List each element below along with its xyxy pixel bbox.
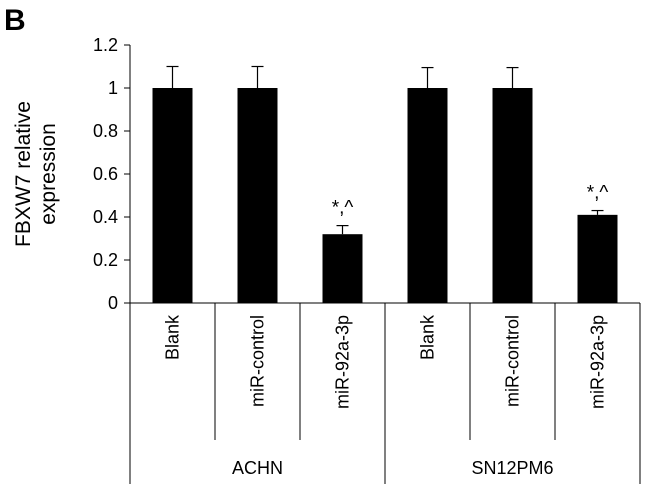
panel-label: B [4,4,26,37]
significance-annotation: *,^ [587,183,609,204]
axes: 0 0.2 0.4 0.6 0.8 1 1.2 Blank miR-control miR-92a… [93,35,641,484]
category-label: miR-control [248,315,268,407]
category-label: miR-92a-3p [588,315,608,409]
chart-marks: *,^ *,^ [152,65,618,303]
y-axis-label-line: expression [37,123,60,225]
y-tick-label: 0.6 [93,164,118,184]
y-axis-label-line: FBXW7 relative [12,101,35,247]
y-tick-label: 0.2 [93,250,118,270]
significance-annotation: *,^ [332,198,354,219]
category-label: Blank [163,314,183,360]
category-label: miR-92a-3p [333,315,353,409]
group-label: SN12PM6 [471,458,553,478]
y-tick-label: 0.8 [93,121,118,141]
bar [407,88,448,303]
bar [577,214,618,303]
category-label: miR-control [503,315,523,407]
bar [152,88,193,303]
bar [237,88,278,303]
y-tick-label: 1 [108,78,118,98]
y-tick-label: 0.4 [93,207,118,227]
group-label: ACHN [232,458,283,478]
y-axis-label: FBXW7 relative expression [12,101,60,247]
category-label: Blank [418,314,438,360]
y-tick-label: 1.2 [93,35,118,55]
bar [492,88,533,303]
bar [322,234,363,303]
y-tick-label: 0 [108,293,118,313]
